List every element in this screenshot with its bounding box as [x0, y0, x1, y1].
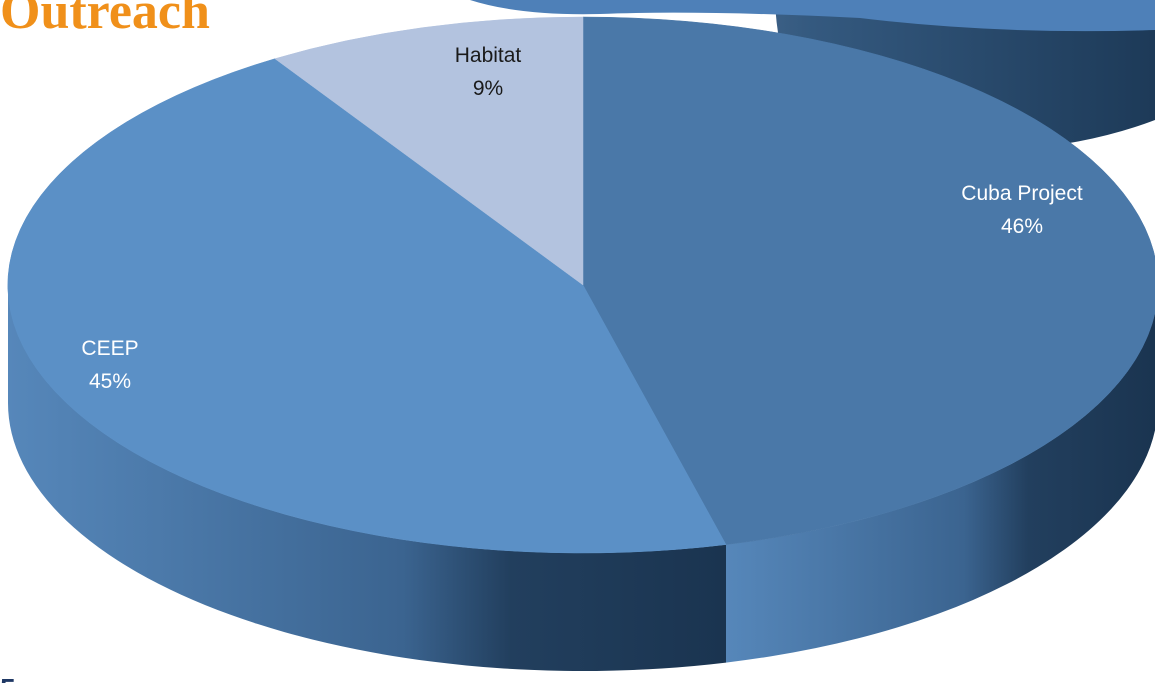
- pie: [7, 16, 1155, 672]
- slice-label-name: Cuba Project: [961, 182, 1083, 205]
- slice-label-value: 9%: [473, 77, 503, 100]
- decor-pie-top: [470, 0, 1155, 32]
- slice-label-name: CEEP: [81, 337, 138, 360]
- slice: [7, 58, 727, 554]
- slice-label-name: Habitat: [455, 44, 522, 67]
- slice: [582, 16, 1155, 545]
- slice-label-value: 45%: [89, 370, 131, 393]
- page-number: 5: [0, 673, 16, 683]
- slice: [274, 16, 584, 286]
- chart-title: Outreach: [0, 0, 210, 40]
- slice-label-value: 46%: [1001, 215, 1043, 238]
- slice-side: [7, 285, 726, 672]
- slice-side: [726, 312, 1155, 663]
